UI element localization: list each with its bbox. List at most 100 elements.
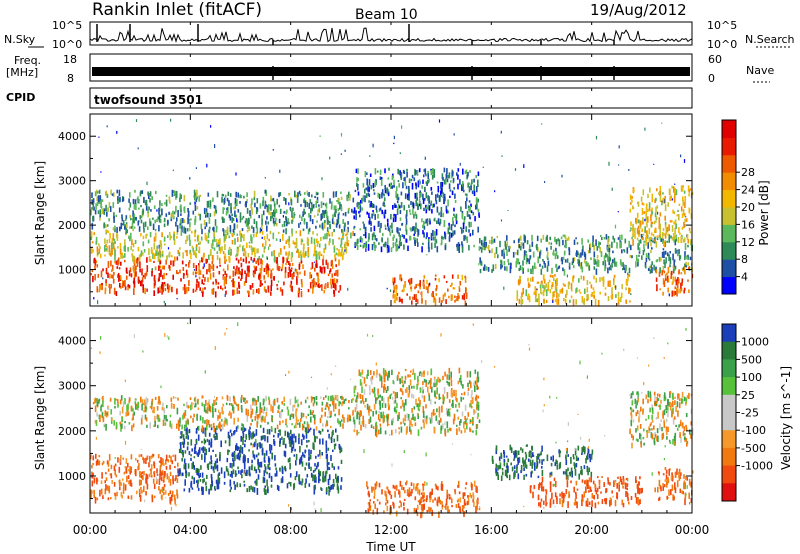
velocity-cell [409,419,411,427]
power-cell [118,278,120,282]
power-cell [363,234,365,236]
velocity-cell [297,403,299,408]
power-cell [330,278,332,285]
velocity-cell [451,505,453,508]
power-cell [101,205,103,209]
velocity-cell [238,470,240,474]
velocity-cell [458,427,461,432]
power-cell [576,250,578,257]
velocity-cell [159,473,161,480]
power-cell [384,168,386,174]
velocity-cell [319,449,321,456]
velocity-cell [220,467,223,474]
power-cell [278,252,280,257]
colorbar-tick-label: 20 [741,201,755,214]
velocity-cell [179,436,182,439]
power-cell [625,278,628,286]
power-cell [500,263,502,270]
velocity-cell [141,399,144,406]
velocity-cell [468,380,471,384]
velocity-cell [461,384,463,387]
power-cell [139,192,142,197]
power-cell [297,192,299,197]
power-cell [651,267,653,274]
velocity-cell [396,392,398,399]
velocity-cell [120,425,122,432]
power-cell [473,184,475,191]
power-cell [675,189,678,196]
power-cell [326,218,329,225]
power-cell [501,249,503,257]
power-cell [648,228,651,235]
velocity-cell [93,477,96,484]
velocity-cell [246,488,248,493]
power-cell [324,233,326,240]
velocity-cell [139,495,142,502]
velocity-cell [410,420,412,425]
velocity-cell [384,403,387,408]
power-cell [124,226,126,230]
power-cell [147,191,149,196]
power-cell [186,236,188,242]
power-cell [225,277,227,285]
velocity-cell [196,483,199,488]
velocity-cell [301,423,304,431]
power-cell [124,218,127,221]
power-cell [124,259,126,263]
power-cell [681,282,683,286]
power-cell [140,253,142,257]
power-cell [685,261,687,267]
power-cell [245,273,248,279]
velocity-cell [176,493,179,499]
power-cell [445,280,448,283]
power-cell [267,266,269,271]
velocity-cell [233,396,236,404]
power-cell [362,221,364,224]
power-cell [279,287,282,292]
power-cell [575,299,577,305]
velocity-cell [177,474,179,477]
velocity-cell [305,427,308,435]
velocity-cell [229,479,232,486]
velocity-cell [409,426,411,432]
power-cell [265,267,268,275]
velocity-cell [312,470,315,473]
power-cell [607,280,610,287]
power-cell [631,196,633,199]
power-cell [241,228,244,232]
power-cell [518,267,521,272]
power-cell [424,300,427,305]
power-cell [424,221,426,224]
power-cell [398,232,400,237]
power-cell [573,257,576,262]
velocity-cell [448,367,451,374]
velocity-cell [228,449,230,453]
velocity-cell [425,380,427,387]
velocity-cell [188,428,191,434]
power-cell [526,240,529,245]
velocity-cell [115,474,118,478]
power-cell [236,199,238,206]
power-cell [431,209,433,214]
power-cell [415,297,418,303]
power-cell [603,255,606,262]
power-cell [331,264,334,270]
power-cell [187,217,189,225]
velocity-cell [369,391,371,396]
velocity-cell [259,408,261,416]
velocity-cell [372,410,374,417]
velocity-cell [198,474,200,479]
power-cell [320,201,323,209]
power-cell [288,221,291,225]
power-cell [193,189,196,194]
power-cell [451,274,454,279]
velocity-cell [210,465,213,470]
power-cell [396,296,398,301]
power-cell [321,223,324,229]
velocity-cell [199,472,201,478]
power-cell [278,204,281,208]
power-cell [198,195,200,202]
power-cell [112,233,115,241]
power-cell [544,285,546,289]
power-cell [302,214,304,217]
